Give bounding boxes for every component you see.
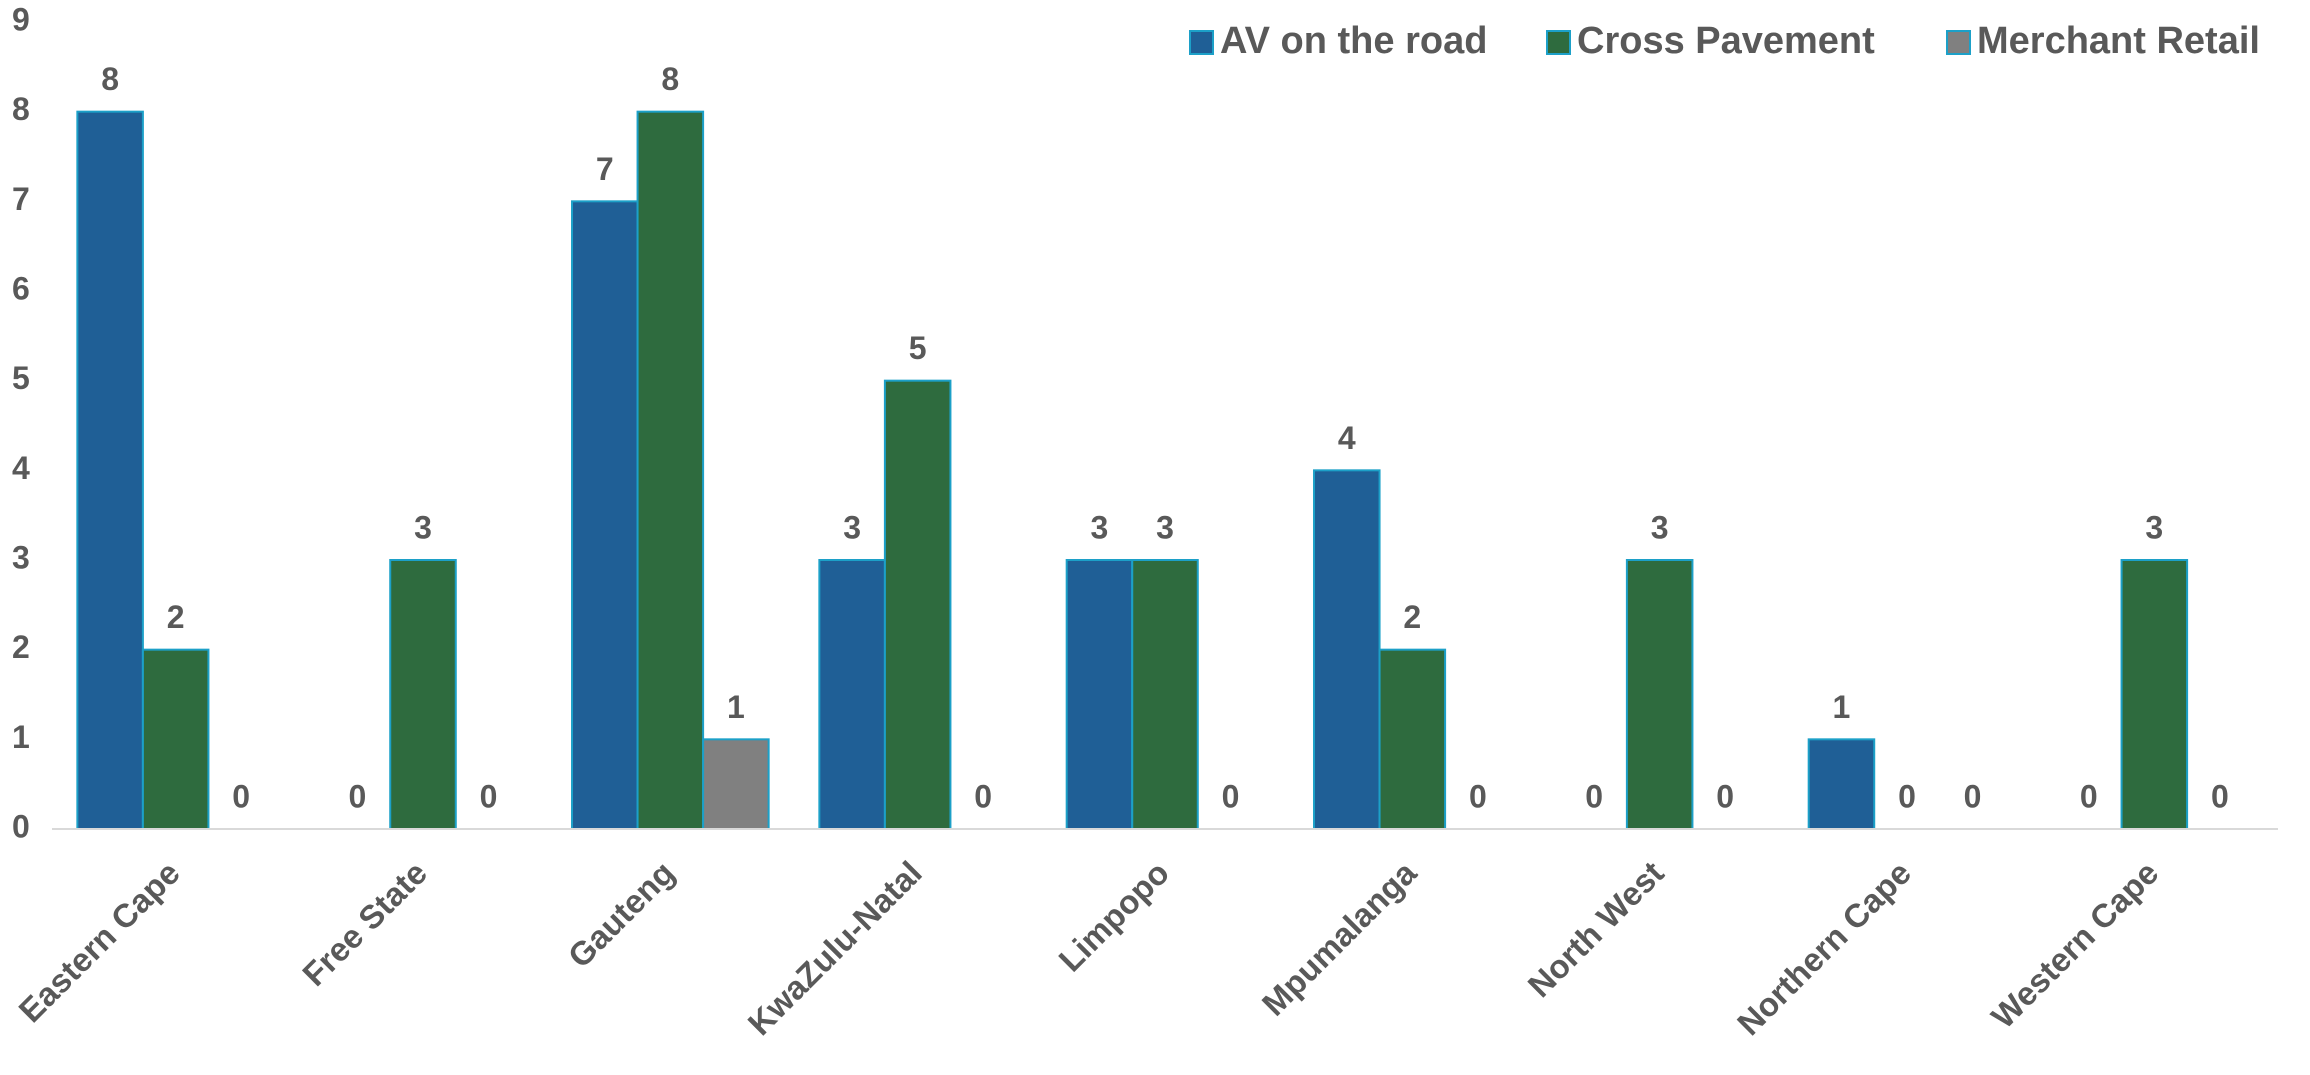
data-label: 3 [414, 509, 432, 545]
y-tick-label: 9 [12, 1, 30, 37]
data-label: 0 [232, 778, 250, 814]
data-label: 0 [1585, 778, 1603, 814]
x-tick-label: Western Cape [1984, 854, 2165, 1035]
data-label: 2 [167, 599, 185, 635]
data-label: 4 [1338, 420, 1356, 456]
bar [883, 379, 952, 830]
legend-swatch [1546, 30, 1571, 55]
bar [571, 200, 639, 831]
data-label: 0 [480, 778, 498, 814]
bar [389, 559, 457, 830]
bar [1625, 559, 1694, 830]
bar [818, 559, 886, 830]
data-label: 7 [596, 151, 614, 187]
y-tick-label: 1 [12, 719, 30, 755]
bar [1065, 559, 1134, 830]
y-tick-label: 6 [12, 270, 30, 306]
legend-label: AV on the road [1220, 20, 1487, 62]
data-label: 0 [2080, 778, 2098, 814]
y-tick-label: 2 [12, 629, 30, 665]
data-label: 8 [661, 61, 679, 97]
data-label: 3 [843, 509, 861, 545]
y-tick-label: 5 [12, 360, 30, 396]
data-label: 3 [2145, 509, 2163, 545]
x-tick-label: Mpumalanga [1255, 854, 1424, 1023]
y-tick-label: 7 [12, 181, 30, 217]
bar [636, 110, 705, 830]
bar [702, 738, 770, 830]
data-label: 1 [1833, 689, 1851, 725]
bar [76, 110, 144, 830]
data-label: 0 [1964, 778, 1982, 814]
y-tick-label: 3 [12, 539, 30, 575]
data-label: 0 [1469, 778, 1487, 814]
data-label: 3 [1651, 509, 1669, 545]
legend-swatch [1946, 30, 1971, 55]
data-label: 0 [1898, 778, 1916, 814]
data-label: 5 [909, 330, 927, 366]
bar [1807, 738, 1876, 830]
x-tick-label: Limpopo [1051, 854, 1176, 979]
bar [1378, 648, 1447, 831]
bar [1313, 469, 1381, 830]
data-label: 0 [1222, 778, 1240, 814]
x-tick-label: Free State [295, 854, 434, 993]
data-label: 0 [349, 778, 367, 814]
legend-label: Merchant Retail [1977, 20, 2260, 62]
x-tick-label: Gauteng [561, 854, 682, 975]
bar [141, 648, 210, 831]
data-label: 2 [1403, 599, 1421, 635]
data-label: 8 [101, 61, 119, 97]
legend-label: Cross Pavement [1577, 20, 1875, 62]
bar [1131, 559, 1199, 830]
x-tick-label: KwaZulu-Natal [741, 854, 929, 1042]
data-label: 3 [1156, 509, 1174, 545]
x-tick-label: North West [1521, 854, 1671, 1004]
y-tick-label: 0 [12, 808, 30, 844]
data-label: 0 [1716, 778, 1734, 814]
data-label: 3 [1091, 509, 1109, 545]
legend-swatch [1189, 30, 1214, 55]
x-tick-label: Eastern Cape [11, 854, 186, 1029]
bar [2120, 559, 2189, 830]
data-label: 1 [727, 689, 745, 725]
data-label: 0 [2211, 778, 2229, 814]
data-label: 0 [974, 778, 992, 814]
y-tick-label: 4 [12, 450, 30, 486]
x-tick-label: Northern Cape [1730, 854, 1918, 1042]
y-tick-label: 8 [12, 91, 30, 127]
